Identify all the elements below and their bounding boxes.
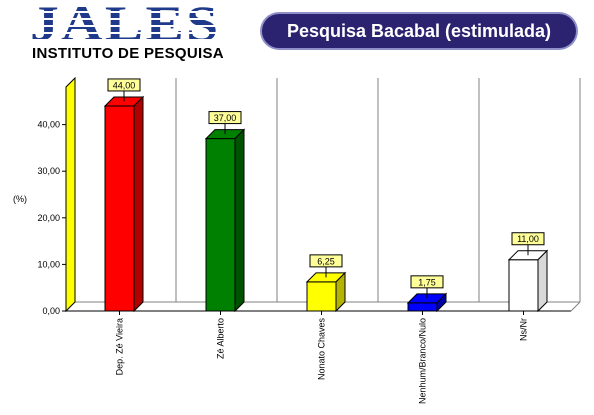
data-label-box: [107, 78, 141, 92]
data-label: 37,00: [214, 113, 237, 123]
y-tick-label: 30,00: [37, 166, 60, 176]
data-label-box: [309, 254, 343, 268]
data-label: 1,75: [418, 277, 436, 287]
bar: [104, 105, 135, 312]
x-tick-label: Nonato Chaves: [317, 318, 327, 381]
x-tick-label: Dep. Zé Vieira: [115, 318, 125, 375]
y-tick-label: 40,00: [37, 120, 60, 130]
data-label-box: [208, 111, 242, 125]
bar-side: [133, 95, 144, 313]
bar-side: [537, 249, 548, 313]
y-tick-label: 10,00: [37, 259, 60, 269]
bar: [205, 138, 236, 312]
y-axis-wall: [65, 76, 76, 313]
data-label: 44,00: [113, 80, 136, 90]
bar-side: [335, 271, 346, 313]
logo-subtitle: INSTITUTO DE PESQUISA: [32, 45, 224, 62]
plot-floor-right-edge: [570, 301, 581, 312]
x-tick-label: Zé Alberto: [216, 318, 226, 359]
bar-side: [234, 128, 245, 313]
data-label-box: [511, 232, 545, 246]
data-label: 11,00: [517, 234, 539, 244]
chart-title: Pesquisa Bacabal (estimulada): [262, 14, 576, 48]
y-tick-label: 0,00: [42, 306, 60, 316]
bar: [306, 281, 337, 312]
data-label: 6,25: [317, 256, 335, 266]
x-tick-label: Ns/Nr: [519, 318, 529, 341]
bar: [508, 259, 539, 312]
y-tick-label: 20,00: [37, 213, 60, 223]
bar-side: [436, 292, 447, 313]
bar: [407, 302, 438, 312]
data-label-box: [410, 275, 444, 289]
x-tick-label: Nenhum/Branco/Nulo: [418, 318, 428, 404]
y-axis-label: (%): [13, 194, 27, 204]
